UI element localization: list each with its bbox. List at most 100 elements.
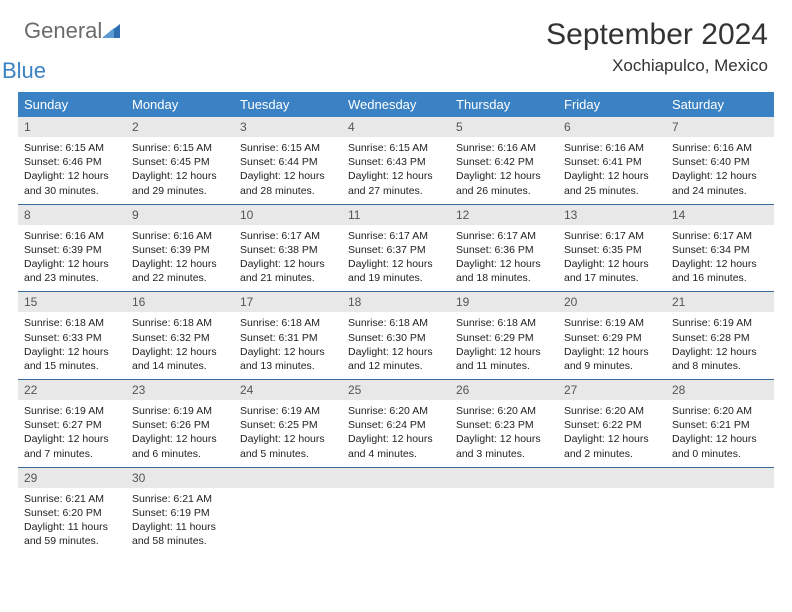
- day-details: Sunrise: 6:16 AMSunset: 6:40 PMDaylight:…: [666, 137, 774, 204]
- calendar-day-cell: 23Sunrise: 6:19 AMSunset: 6:26 PMDayligh…: [126, 380, 234, 468]
- day-details: Sunrise: 6:17 AMSunset: 6:36 PMDaylight:…: [450, 225, 558, 292]
- day-details: Sunrise: 6:16 AMSunset: 6:39 PMDaylight:…: [18, 225, 126, 292]
- day-details: Sunrise: 6:20 AMSunset: 6:22 PMDaylight:…: [558, 400, 666, 467]
- day-details: Sunrise: 6:20 AMSunset: 6:23 PMDaylight:…: [450, 400, 558, 467]
- day-details: Sunrise: 6:19 AMSunset: 6:28 PMDaylight:…: [666, 312, 774, 379]
- calendar-day-cell: 16Sunrise: 6:18 AMSunset: 6:32 PMDayligh…: [126, 292, 234, 380]
- calendar-day-cell: 21Sunrise: 6:19 AMSunset: 6:28 PMDayligh…: [666, 292, 774, 380]
- day-details: Sunrise: 6:19 AMSunset: 6:25 PMDaylight:…: [234, 400, 342, 467]
- day-number: 9: [126, 205, 234, 225]
- day-number: 5: [450, 117, 558, 137]
- day-details: Sunrise: 6:18 AMSunset: 6:29 PMDaylight:…: [450, 312, 558, 379]
- weekday-header: Saturday: [666, 92, 774, 117]
- calendar-day-cell: 5Sunrise: 6:16 AMSunset: 6:42 PMDaylight…: [450, 117, 558, 204]
- day-number: 26: [450, 380, 558, 400]
- day-details: Sunrise: 6:20 AMSunset: 6:24 PMDaylight:…: [342, 400, 450, 467]
- day-number: 1: [18, 117, 126, 137]
- calendar-week-row: 22Sunrise: 6:19 AMSunset: 6:27 PMDayligh…: [18, 380, 774, 468]
- day-details: Sunrise: 6:17 AMSunset: 6:37 PMDaylight:…: [342, 225, 450, 292]
- calendar-day-cell: [234, 467, 342, 554]
- title-block: September 2024 Xochiapulco, Mexico: [546, 18, 768, 76]
- day-number: 27: [558, 380, 666, 400]
- calendar-day-cell: [450, 467, 558, 554]
- calendar-week-row: 8Sunrise: 6:16 AMSunset: 6:39 PMDaylight…: [18, 204, 774, 292]
- day-number: 10: [234, 205, 342, 225]
- weekday-header: Thursday: [450, 92, 558, 117]
- day-number: 6: [558, 117, 666, 137]
- day-number: 25: [342, 380, 450, 400]
- day-details: Sunrise: 6:19 AMSunset: 6:29 PMDaylight:…: [558, 312, 666, 379]
- day-details: Sunrise: 6:17 AMSunset: 6:38 PMDaylight:…: [234, 225, 342, 292]
- day-number: 22: [18, 380, 126, 400]
- empty-day: [666, 468, 774, 488]
- day-number: 11: [342, 205, 450, 225]
- day-number: 30: [126, 468, 234, 488]
- day-number: 12: [450, 205, 558, 225]
- location: Xochiapulco, Mexico: [546, 56, 768, 76]
- calendar-day-cell: 11Sunrise: 6:17 AMSunset: 6:37 PMDayligh…: [342, 204, 450, 292]
- day-details: Sunrise: 6:21 AMSunset: 6:20 PMDaylight:…: [18, 488, 126, 555]
- logo-sail-icon: [102, 22, 124, 45]
- calendar-day-cell: [666, 467, 774, 554]
- logo-text-general: General: [24, 18, 102, 43]
- day-details: Sunrise: 6:15 AMSunset: 6:44 PMDaylight:…: [234, 137, 342, 204]
- calendar-day-cell: 26Sunrise: 6:20 AMSunset: 6:23 PMDayligh…: [450, 380, 558, 468]
- header: General Blue September 2024 Xochiapulco,…: [0, 0, 792, 84]
- day-number: 2: [126, 117, 234, 137]
- day-number: 8: [18, 205, 126, 225]
- empty-day: [558, 468, 666, 488]
- calendar-table: Sunday Monday Tuesday Wednesday Thursday…: [18, 92, 774, 554]
- weekday-header: Wednesday: [342, 92, 450, 117]
- day-details: Sunrise: 6:18 AMSunset: 6:32 PMDaylight:…: [126, 312, 234, 379]
- day-number: 21: [666, 292, 774, 312]
- day-number: 24: [234, 380, 342, 400]
- day-number: 23: [126, 380, 234, 400]
- calendar-day-cell: [558, 467, 666, 554]
- day-number: 4: [342, 117, 450, 137]
- calendar-day-cell: 1Sunrise: 6:15 AMSunset: 6:46 PMDaylight…: [18, 117, 126, 204]
- calendar-day-cell: 29Sunrise: 6:21 AMSunset: 6:20 PMDayligh…: [18, 467, 126, 554]
- day-number: 29: [18, 468, 126, 488]
- weekday-header: Monday: [126, 92, 234, 117]
- empty-day: [342, 468, 450, 488]
- logo-text-blue: Blue: [2, 58, 102, 84]
- day-details: Sunrise: 6:17 AMSunset: 6:34 PMDaylight:…: [666, 225, 774, 292]
- logo: General Blue: [24, 18, 124, 70]
- calendar-day-cell: 12Sunrise: 6:17 AMSunset: 6:36 PMDayligh…: [450, 204, 558, 292]
- calendar-day-cell: 10Sunrise: 6:17 AMSunset: 6:38 PMDayligh…: [234, 204, 342, 292]
- calendar-day-cell: 25Sunrise: 6:20 AMSunset: 6:24 PMDayligh…: [342, 380, 450, 468]
- calendar-day-cell: 27Sunrise: 6:20 AMSunset: 6:22 PMDayligh…: [558, 380, 666, 468]
- calendar-day-cell: 18Sunrise: 6:18 AMSunset: 6:30 PMDayligh…: [342, 292, 450, 380]
- calendar-day-cell: 3Sunrise: 6:15 AMSunset: 6:44 PMDaylight…: [234, 117, 342, 204]
- day-details: Sunrise: 6:15 AMSunset: 6:43 PMDaylight:…: [342, 137, 450, 204]
- calendar-week-row: 29Sunrise: 6:21 AMSunset: 6:20 PMDayligh…: [18, 467, 774, 554]
- calendar-day-cell: 30Sunrise: 6:21 AMSunset: 6:19 PMDayligh…: [126, 467, 234, 554]
- empty-day: [234, 468, 342, 488]
- calendar-day-cell: [342, 467, 450, 554]
- calendar-day-cell: 7Sunrise: 6:16 AMSunset: 6:40 PMDaylight…: [666, 117, 774, 204]
- day-number: 28: [666, 380, 774, 400]
- day-number: 16: [126, 292, 234, 312]
- weekday-header: Tuesday: [234, 92, 342, 117]
- calendar-day-cell: 20Sunrise: 6:19 AMSunset: 6:29 PMDayligh…: [558, 292, 666, 380]
- day-details: Sunrise: 6:19 AMSunset: 6:27 PMDaylight:…: [18, 400, 126, 467]
- calendar-week-row: 15Sunrise: 6:18 AMSunset: 6:33 PMDayligh…: [18, 292, 774, 380]
- day-details: Sunrise: 6:16 AMSunset: 6:41 PMDaylight:…: [558, 137, 666, 204]
- weekday-header: Sunday: [18, 92, 126, 117]
- calendar-day-cell: 22Sunrise: 6:19 AMSunset: 6:27 PMDayligh…: [18, 380, 126, 468]
- day-details: Sunrise: 6:21 AMSunset: 6:19 PMDaylight:…: [126, 488, 234, 555]
- weekday-header: Friday: [558, 92, 666, 117]
- calendar-day-cell: 2Sunrise: 6:15 AMSunset: 6:45 PMDaylight…: [126, 117, 234, 204]
- calendar-day-cell: 28Sunrise: 6:20 AMSunset: 6:21 PMDayligh…: [666, 380, 774, 468]
- day-number: 18: [342, 292, 450, 312]
- calendar-day-cell: 19Sunrise: 6:18 AMSunset: 6:29 PMDayligh…: [450, 292, 558, 380]
- day-details: Sunrise: 6:20 AMSunset: 6:21 PMDaylight:…: [666, 400, 774, 467]
- calendar-day-cell: 15Sunrise: 6:18 AMSunset: 6:33 PMDayligh…: [18, 292, 126, 380]
- calendar-day-cell: 17Sunrise: 6:18 AMSunset: 6:31 PMDayligh…: [234, 292, 342, 380]
- month-title: September 2024: [546, 18, 768, 52]
- calendar-week-row: 1Sunrise: 6:15 AMSunset: 6:46 PMDaylight…: [18, 117, 774, 204]
- day-number: 20: [558, 292, 666, 312]
- day-number: 15: [18, 292, 126, 312]
- day-number: 3: [234, 117, 342, 137]
- calendar-day-cell: 13Sunrise: 6:17 AMSunset: 6:35 PMDayligh…: [558, 204, 666, 292]
